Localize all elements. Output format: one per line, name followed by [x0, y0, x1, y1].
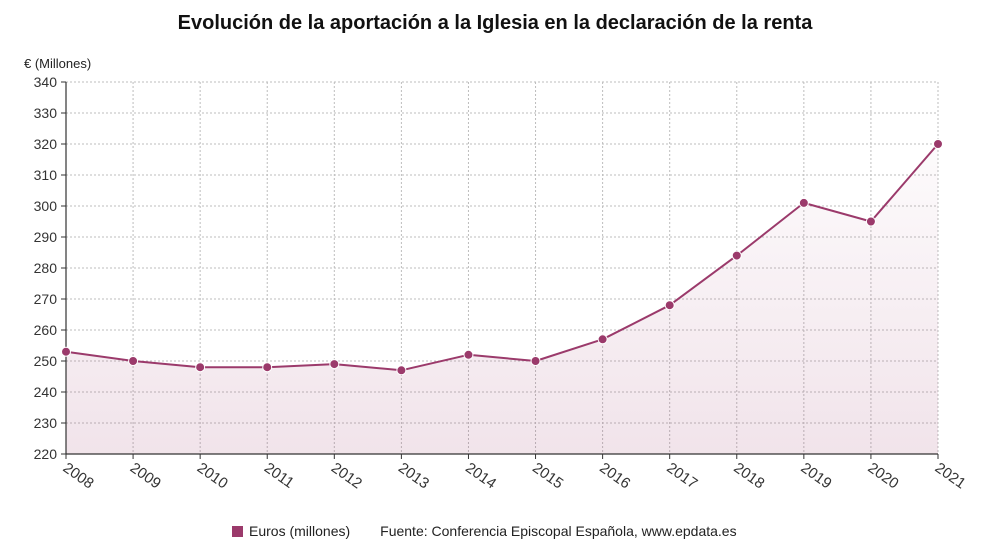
- x-tick-label: 2011: [261, 459, 297, 491]
- data-point: [798, 197, 809, 208]
- series-line: [65, 143, 939, 372]
- data-point: [664, 300, 675, 311]
- data-point: [262, 362, 273, 373]
- y-tick-label: 280: [34, 260, 58, 276]
- x-tick-label: 2014: [462, 459, 499, 492]
- x-tick-labels: 2008 2009 2010 2011 2012 2013 2014 2015 2016 2017…: [60, 459, 969, 492]
- x-tick-label: 2009: [127, 459, 164, 492]
- x-tick-label: 2012: [328, 459, 365, 492]
- y-tick-label: 270: [34, 291, 58, 307]
- data-point: [329, 359, 340, 370]
- axes: [61, 81, 939, 459]
- y-axis-label: € (Millones): [24, 56, 92, 71]
- x-tick-label: 2013: [395, 459, 432, 492]
- data-point: [933, 139, 943, 149]
- x-tick-label: 2015: [529, 459, 566, 492]
- data-point: [865, 216, 876, 227]
- area-fill: [66, 144, 938, 454]
- legend: Euros (millones) Fuente: Conferencia Epi…: [232, 523, 737, 539]
- series-path: [65, 143, 939, 372]
- source-note: Fuente: Conferencia Episcopal Española, …: [380, 523, 736, 539]
- area-shape: [66, 144, 938, 454]
- data-points: [61, 139, 943, 376]
- y-tick-label: 300: [34, 198, 58, 214]
- chart-title: Evolución de la aportación a la Iglesia …: [177, 12, 813, 34]
- y-tick-label: 240: [34, 384, 58, 400]
- y-tick-label: 250: [34, 353, 58, 369]
- legend-swatch: [232, 525, 243, 537]
- y-tick-label: 320: [34, 136, 58, 152]
- y-tick-label: 330: [34, 105, 58, 121]
- y-tick-label: 340: [34, 74, 58, 90]
- data-point: [463, 349, 474, 360]
- data-point: [195, 362, 206, 373]
- y-tick-label: 310: [34, 167, 58, 183]
- x-tick-label: 2017: [663, 459, 700, 492]
- y-tick-label: 290: [34, 229, 58, 245]
- x-tick-label: 2020: [865, 459, 902, 492]
- data-point: [128, 356, 139, 366]
- data-point: [731, 250, 742, 261]
- data-point: [530, 356, 541, 366]
- x-tick-label: 2019: [798, 459, 835, 492]
- data-point: [61, 346, 71, 357]
- x-tick-label: 2021: [932, 459, 969, 492]
- source-site-link[interactable]: www.epdata.es: [641, 523, 737, 539]
- data-point: [396, 365, 407, 376]
- x-tick-label: 2008: [60, 459, 97, 492]
- legend-series-label: Euros (millones): [249, 523, 351, 539]
- y-tick-label: 220: [34, 446, 58, 462]
- y-tick-label: 230: [34, 415, 58, 431]
- data-point: [597, 334, 608, 345]
- x-tick-label: 2018: [730, 459, 767, 492]
- x-tick-label: 2010: [194, 459, 231, 492]
- source-text: Fuente: Conferencia Episcopal Española,: [380, 523, 642, 539]
- y-tick-labels: 220 230 240 250 260 270 280 290 300 310 320 330 340: [34, 74, 58, 462]
- x-tick-label: 2016: [596, 459, 633, 492]
- y-tick-label: 260: [34, 322, 58, 338]
